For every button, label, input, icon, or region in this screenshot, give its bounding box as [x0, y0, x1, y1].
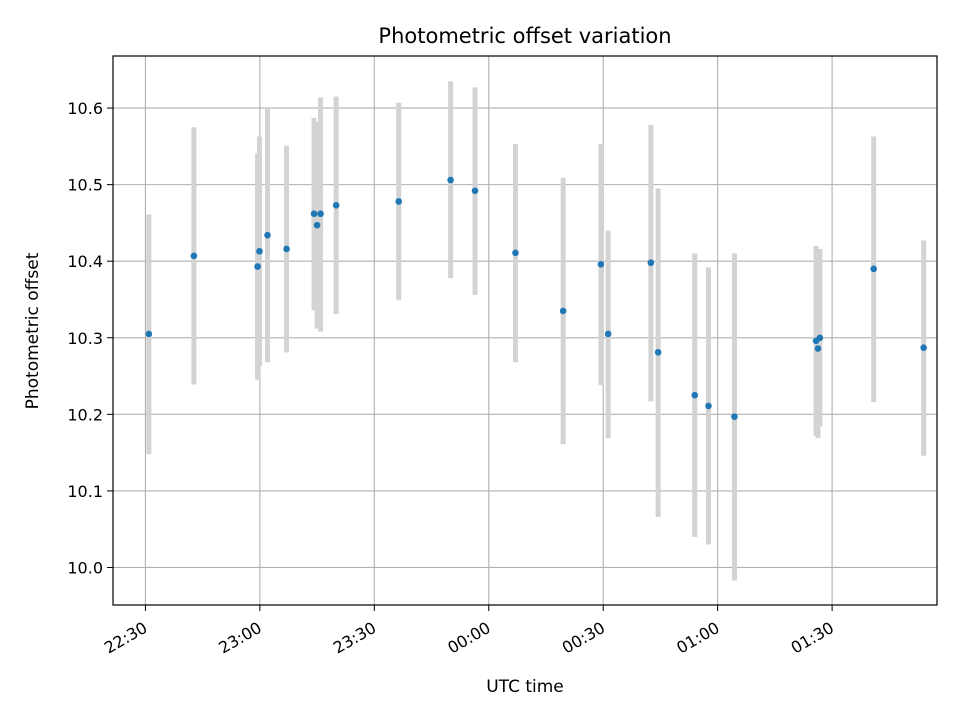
x-tick-label: 22:30	[101, 618, 150, 658]
x-tick-label: 01:30	[788, 618, 837, 658]
data-point	[654, 349, 662, 356]
x-tick-label: 00:00	[444, 618, 493, 658]
data-point	[604, 330, 612, 338]
data-point	[731, 413, 738, 420]
x-axis-ticks: 22:30 23:00 23:30 00:00 00:30 01:00 01:30	[101, 605, 837, 658]
y-tick-label: 10.0	[67, 558, 103, 577]
data-point	[145, 330, 153, 338]
errorbar-layer	[146, 81, 927, 581]
data-point	[256, 247, 263, 255]
data-point	[920, 344, 927, 352]
y-tick-label: 10.3	[67, 329, 103, 348]
data-point	[317, 210, 324, 218]
x-tick-label: 23:30	[330, 618, 379, 658]
y-tick-label: 10.1	[67, 482, 103, 501]
data-point	[313, 221, 321, 229]
y-axis-label: Photometric offset	[23, 252, 43, 409]
point-layer	[145, 176, 927, 420]
x-axis-label: UTC time	[486, 677, 564, 697]
data-point	[254, 263, 261, 270]
data-point	[705, 402, 712, 410]
chart-title: Photometric offset variation	[378, 24, 671, 48]
y-axis-ticks: 10.0 10.1 10.2 10.3 10.4 10.5 10.6	[67, 99, 113, 577]
y-tick-label: 10.4	[67, 252, 103, 271]
y-tick-label: 10.2	[67, 405, 103, 424]
x-tick-label: 23:00	[215, 618, 264, 658]
x-tick-label: 01:00	[673, 618, 722, 658]
data-point	[597, 260, 605, 268]
data-point	[190, 252, 198, 260]
data-point	[814, 345, 822, 352]
data-point	[447, 176, 454, 184]
data-point	[395, 198, 403, 205]
data-point	[283, 245, 290, 253]
data-point	[471, 187, 479, 195]
data-point	[559, 307, 567, 315]
data-point	[264, 231, 271, 239]
data-point	[310, 210, 318, 218]
data-point	[870, 265, 877, 273]
data-point	[691, 391, 699, 399]
y-tick-label: 10.6	[67, 99, 103, 118]
data-point	[512, 249, 519, 257]
data-point	[332, 202, 340, 209]
grid-layer	[113, 56, 937, 605]
y-tick-label: 10.5	[67, 176, 103, 195]
x-tick-label: 00:30	[559, 618, 608, 658]
plot-frame	[112, 55, 938, 606]
data-point	[816, 334, 824, 342]
data-point	[647, 259, 655, 267]
